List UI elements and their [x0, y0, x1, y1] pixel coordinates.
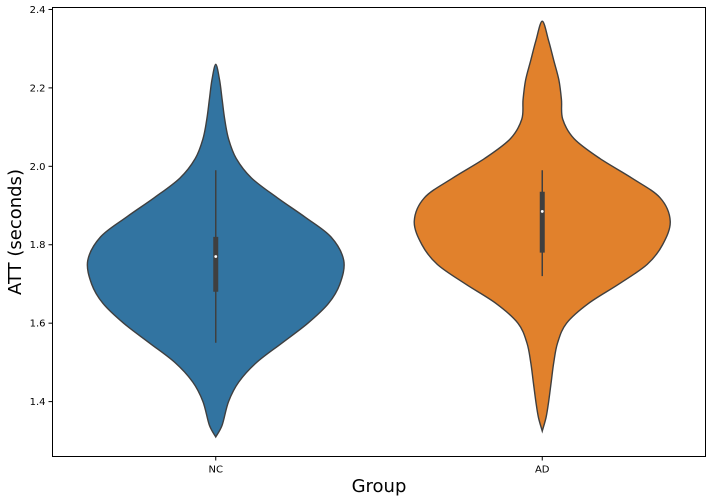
y-axis-label: ATT (seconds): [5, 169, 26, 295]
y-tick-label: 2.0: [30, 162, 46, 173]
violin-median-marker: [214, 255, 218, 258]
violin-median-marker: [540, 210, 544, 213]
x-tick-label: AD: [535, 465, 550, 476]
plot-frame: [52, 7, 706, 457]
y-tick-label: 1.4: [30, 397, 46, 408]
x-axis-label: Group: [352, 476, 407, 497]
x-axis: NC AD: [209, 456, 550, 476]
y-axis: 1.4 1.6 1.8 2.0 2.2 2.4: [30, 5, 53, 408]
y-tick-label: 2.2: [30, 83, 46, 94]
y-tick-label: 2.4: [30, 5, 46, 16]
y-tick-label: 1.6: [30, 319, 46, 330]
violins: [86, 20, 671, 439]
x-tick-label: NC: [209, 465, 223, 476]
y-tick-label: 1.8: [30, 240, 46, 251]
